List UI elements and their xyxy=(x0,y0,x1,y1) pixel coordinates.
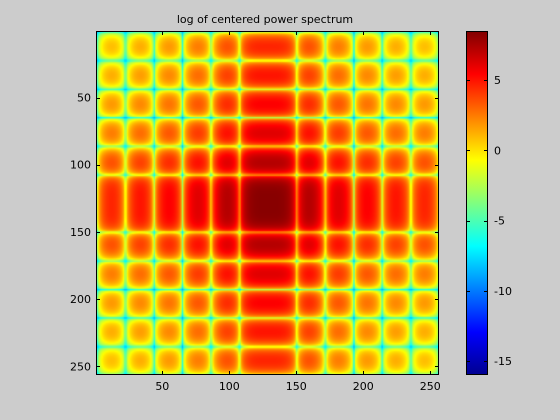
x-tick-label: 150 xyxy=(286,380,307,393)
y-tick-label: 50 xyxy=(77,92,91,105)
colorbar: -15 -10 -5 0 5 xyxy=(466,31,512,375)
x-tick-label: 100 xyxy=(219,380,240,393)
axes-frame xyxy=(96,31,439,375)
x-tick-label: 50 xyxy=(155,380,169,393)
y-tick-label: 100 xyxy=(70,159,91,172)
y-axis: 50 100 150 200 250 xyxy=(70,92,439,373)
x-tick-label: 250 xyxy=(420,380,441,393)
y-tick-label: 250 xyxy=(70,360,91,373)
colorbar-frame xyxy=(466,31,488,375)
y-tick-label: 200 xyxy=(70,293,91,306)
colorbar-tick-label: -5 xyxy=(494,215,505,228)
colorbar-tick-label: -15 xyxy=(494,355,512,368)
heatmap-image xyxy=(96,31,439,375)
colorbar-tick-label: 5 xyxy=(494,74,501,87)
colorbar-ticks: -15 -10 -5 0 5 xyxy=(466,74,512,368)
x-tick-label: 200 xyxy=(353,380,374,393)
x-axis: 50 100 150 200 250 xyxy=(155,31,441,393)
colorbar-gradient xyxy=(466,31,488,375)
colorbar-tick-label: 0 xyxy=(494,144,501,157)
y-tick-label: 150 xyxy=(70,226,91,239)
heatmap-plot-area xyxy=(96,31,439,375)
chart-title: log of centered power spectrum xyxy=(177,13,353,26)
colorbar-tick-label: -10 xyxy=(494,285,512,298)
